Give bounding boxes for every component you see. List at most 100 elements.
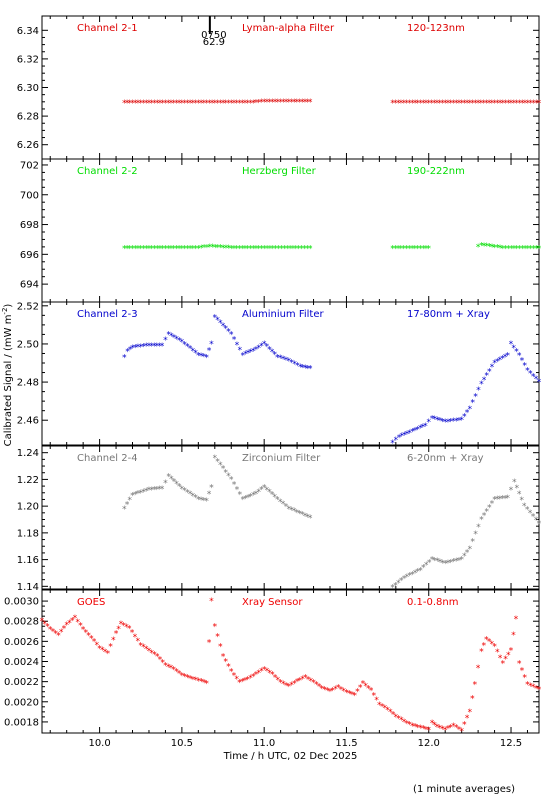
data-point-goes: * xyxy=(121,622,126,632)
data-point-ch2-4: * xyxy=(122,505,127,515)
data-point-ch2-1: * xyxy=(135,99,140,109)
data-point-goes: * xyxy=(138,641,143,651)
data-point-ch2-3: * xyxy=(280,355,285,365)
data-point-goes: * xyxy=(371,691,376,701)
data-point-ch2-1: * xyxy=(500,99,505,109)
data-point-ch2-3: * xyxy=(269,348,274,358)
data-point-ch2-4: * xyxy=(308,514,313,524)
data-point-ch2-3: * xyxy=(248,348,253,358)
data-point-ch2-4: * xyxy=(412,569,417,579)
data-point-ch2-4: * xyxy=(407,572,412,582)
panel-label-ch2-4-0: Channel 2-4 xyxy=(77,453,138,464)
data-point-ch2-3: * xyxy=(462,412,467,422)
data-point-ch2-4: * xyxy=(390,584,395,594)
data-point-ch2-3: * xyxy=(141,342,146,352)
data-point-goes: * xyxy=(61,625,66,635)
data-point-goes: * xyxy=(193,676,198,686)
data-point-ch2-4: * xyxy=(502,494,507,504)
data-point-ch2-4: * xyxy=(297,509,302,519)
data-point-ch2-4: * xyxy=(396,579,401,589)
y-tick-label: 6.32 xyxy=(17,54,39,65)
data-point-ch2-1: * xyxy=(525,99,530,109)
data-point-goes: * xyxy=(508,646,513,656)
data-point-goes: * xyxy=(311,679,316,689)
data-point-ch2-2: * xyxy=(174,244,179,254)
data-point-goes: * xyxy=(97,644,102,654)
data-point-goes: * xyxy=(209,597,214,607)
data-point-goes: * xyxy=(314,681,319,691)
data-point-goes: * xyxy=(415,723,420,733)
data-point-ch2-4: * xyxy=(245,493,250,503)
data-point-ch2-3: * xyxy=(240,351,245,361)
data-point-goes: * xyxy=(226,663,231,673)
data-point-ch2-4: * xyxy=(442,560,447,570)
data-point-ch2-4: * xyxy=(127,496,132,506)
data-point-goes: * xyxy=(396,715,401,725)
data-point-ch2-3: * xyxy=(448,417,453,427)
data-point-goes: * xyxy=(390,711,395,721)
data-point-goes: * xyxy=(56,631,61,641)
data-point-ch2-3: * xyxy=(456,417,461,427)
data-point-goes: * xyxy=(264,667,269,677)
data-point-ch2-4: * xyxy=(163,479,168,489)
data-point-ch2-3: * xyxy=(122,353,127,363)
data-point-goes: * xyxy=(127,624,132,634)
data-point-ch2-1: * xyxy=(124,99,129,109)
data-point-ch2-1: * xyxy=(286,98,291,108)
data-point-ch2-4: * xyxy=(393,581,398,591)
data-point-goes: * xyxy=(404,719,409,729)
data-point-ch2-2: * xyxy=(171,244,176,254)
panel-frame-ch2-2 xyxy=(41,158,540,303)
data-point-ch2-1: * xyxy=(294,98,299,108)
data-point-ch2-4: * xyxy=(234,485,239,495)
data-point-goes: * xyxy=(525,681,530,691)
data-point-ch2-4: * xyxy=(283,502,288,512)
data-point-ch2-3: * xyxy=(417,424,422,434)
data-point-ch2-3: * xyxy=(179,338,184,348)
data-point-ch2-4: * xyxy=(473,530,478,540)
data-point-ch2-3: * xyxy=(149,342,154,352)
y-tick-label: 2.50 xyxy=(17,339,39,350)
data-point-ch2-1: * xyxy=(302,98,307,108)
data-point-ch2-1: * xyxy=(234,99,239,109)
data-point-ch2-2: * xyxy=(231,244,236,254)
data-point-goes: * xyxy=(366,684,371,694)
data-point-ch2-1: * xyxy=(517,99,522,109)
data-point-ch2-4: * xyxy=(415,568,420,578)
footnote: (1 minute averages) xyxy=(413,784,515,795)
data-point-ch2-3: * xyxy=(429,414,434,424)
data-point-goes: * xyxy=(495,648,500,658)
y-tick-label: 0.0028 xyxy=(4,617,39,628)
data-point-ch2-1: * xyxy=(138,99,143,109)
data-point-goes: * xyxy=(517,660,522,670)
data-point-goes: * xyxy=(152,651,157,661)
panel-frame-ch2-3 xyxy=(41,301,540,446)
data-point-ch2-3: * xyxy=(415,425,420,435)
data-point-goes: * xyxy=(462,721,467,731)
data-point-ch2-3: * xyxy=(390,439,395,449)
data-point-goes: * xyxy=(327,688,332,698)
data-point-ch2-2: * xyxy=(284,244,289,254)
data-point-ch2-4: * xyxy=(300,511,305,521)
data-point-goes: * xyxy=(470,694,475,704)
data-point-ch2-2: * xyxy=(207,243,212,253)
data-point-goes: * xyxy=(445,725,450,735)
data-point-goes: * xyxy=(305,675,310,685)
x-axis-label: Time / h UTC, 02 Dec 2025 xyxy=(223,751,358,762)
data-point-ch2-1: * xyxy=(495,99,500,109)
data-point-goes: * xyxy=(440,725,445,735)
y-tick-label: 1.14 xyxy=(17,582,39,593)
data-point-ch2-3: * xyxy=(305,364,310,374)
data-point-ch2-1: * xyxy=(300,98,305,108)
data-point-ch2-2: * xyxy=(296,244,301,254)
data-point-ch2-1: * xyxy=(520,99,525,109)
data-point-goes: * xyxy=(349,691,354,701)
data-point-goes: * xyxy=(50,627,55,637)
data-point-ch2-4: * xyxy=(237,490,242,500)
data-point-goes: * xyxy=(80,625,85,635)
data-point-ch2-1: * xyxy=(453,99,458,109)
data-point-ch2-2: * xyxy=(299,244,304,254)
data-point-ch2-1: * xyxy=(297,98,302,108)
data-point-goes: * xyxy=(45,623,50,633)
data-point-ch2-1: * xyxy=(272,98,277,108)
